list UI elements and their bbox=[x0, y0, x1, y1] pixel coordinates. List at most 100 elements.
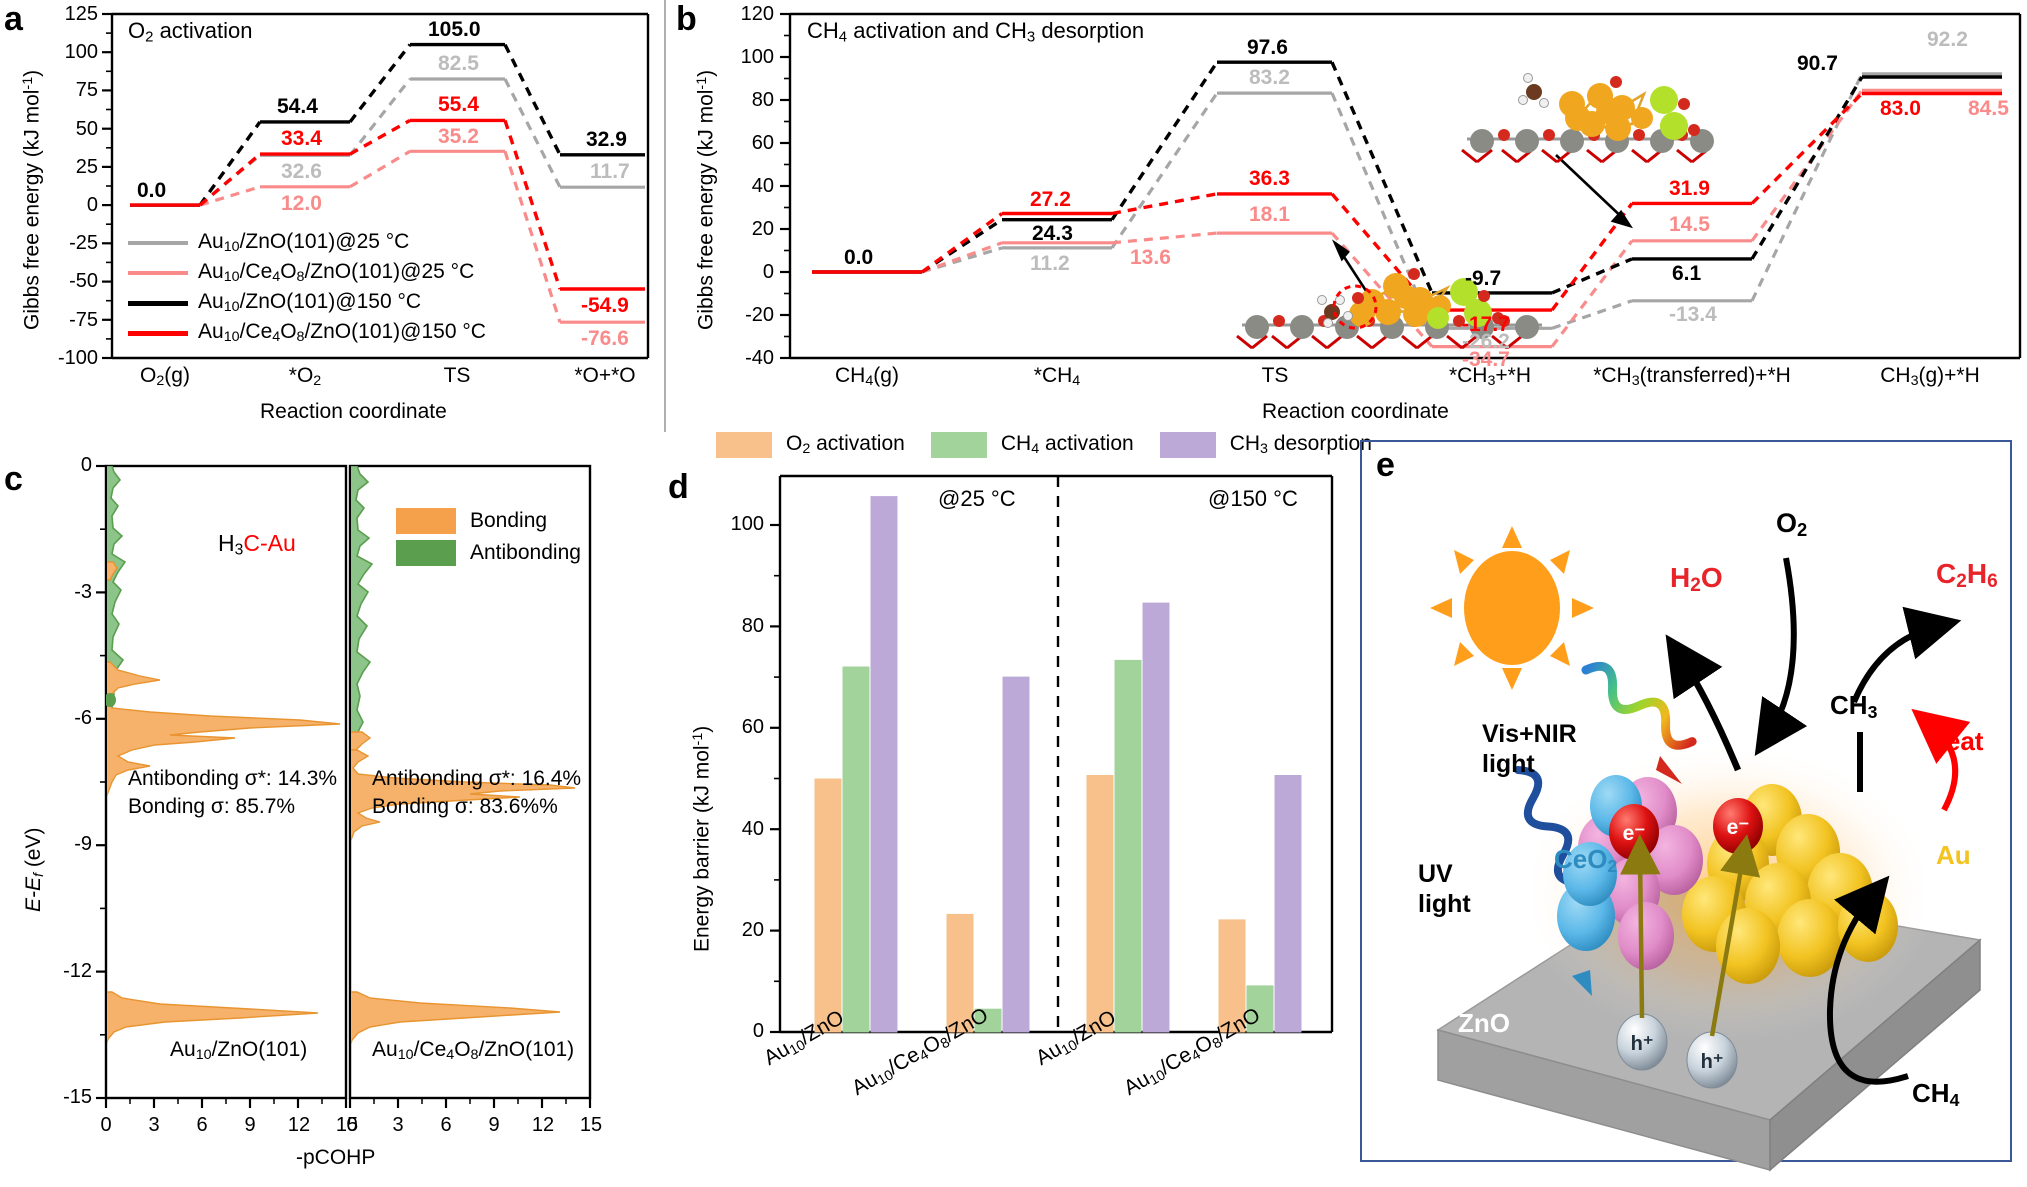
panel-d-group-label-25: @25 °C bbox=[938, 486, 1016, 511]
xtick-c-r1: 3 bbox=[392, 1114, 404, 1136]
xtick-a-2: TS bbox=[443, 364, 471, 387]
xtick-a-0: O2(g) bbox=[140, 364, 190, 390]
legend-swatch-ch3 bbox=[1159, 432, 1216, 458]
bar-ch3-25-auzno bbox=[870, 496, 898, 1033]
panel-c-right-annotation: Antibonding σ*: 16.4% Bonding σ: 83.6%% bbox=[372, 765, 581, 822]
xtick-c-r2: 6 bbox=[440, 1114, 452, 1136]
legend-swatch-ch4 bbox=[930, 432, 987, 458]
xtick-c-l2: 6 bbox=[196, 1114, 208, 1136]
legend-item-0: Au10/ZnO(101)@25 °C bbox=[128, 228, 486, 258]
legend-swatch-gray bbox=[128, 241, 188, 245]
legend-label-ch4: CH4 activation bbox=[1000, 432, 1134, 458]
xtick-c-r5: 15 bbox=[579, 1114, 603, 1136]
panel-a-plot bbox=[102, 12, 650, 360]
h2o-arrow bbox=[1665, 634, 1741, 772]
bar-ch4-150-aucezno bbox=[1246, 985, 1274, 1033]
label-au: Au bbox=[1936, 840, 1971, 870]
bar-ch4-150-auzno bbox=[1114, 659, 1142, 1033]
xtick-c-l1: 3 bbox=[148, 1114, 160, 1136]
cohp-bonding-right-deep bbox=[350, 991, 561, 1048]
panel-e-letter: e bbox=[1376, 446, 1395, 484]
antibonding-pct-left: Antibonding σ*: 14.3% bbox=[128, 767, 338, 790]
heat-arrow bbox=[1911, 708, 1971, 812]
panel-a-xlabel: Reaction coordinate bbox=[260, 400, 447, 423]
legend-label-0: Au10/ZnO(101)@25 °C bbox=[198, 230, 410, 256]
bar-o2-150-aucezno bbox=[1218, 919, 1246, 1033]
legend-label-3: Au10/Ce4O8/ZnO(101)@150 °C bbox=[198, 320, 486, 346]
xtick-c-r0: 0 bbox=[346, 1114, 358, 1136]
c2h6-arrow bbox=[1851, 606, 1962, 704]
panel-c-plot bbox=[96, 464, 592, 1108]
panel-divider-vertical bbox=[664, 0, 666, 432]
panel-d: d O2 activation CH4 activation CH3 desor… bbox=[660, 432, 1372, 1187]
bonding-pct-right: Bonding σ: 83.6%% bbox=[372, 795, 558, 819]
bar-ch3-150-aucezno bbox=[1274, 775, 1302, 1033]
bars-group-25-auceozn bbox=[946, 676, 1030, 1033]
annotation-arrow-right bbox=[1555, 154, 1633, 229]
panel-a-title: O2 activation bbox=[128, 18, 253, 46]
panel-b-plot bbox=[780, 12, 2022, 360]
legend-label-o2: O2 activation bbox=[786, 432, 905, 458]
bar-o2-25-auzno bbox=[814, 778, 842, 1033]
hole-label-2: h⁺ bbox=[1701, 1051, 1724, 1073]
legend-item-1: Au10/Ce4O8/ZnO(101)@25 °C bbox=[128, 258, 486, 288]
panel-a: a Gibbs free energy (kJ mol-1) bbox=[0, 0, 660, 430]
legend-item-3: Au10/Ce4O8/ZnO(101)@150 °C bbox=[128, 318, 486, 348]
xtick-c-r3: 9 bbox=[488, 1114, 500, 1136]
bar-ch3-25-aucezno bbox=[1002, 676, 1030, 1033]
label-ceo2: CeO2 bbox=[1554, 844, 1618, 876]
xtick-b-4: *CH3(transferred)+*H bbox=[1593, 364, 1791, 390]
panel-c-xlabel: -pCOHP bbox=[296, 1146, 376, 1169]
legend-label-bonding: Bonding bbox=[470, 509, 548, 532]
structure-inset-ch4-adsorbed bbox=[1236, 268, 1542, 350]
bar-o2-150-auzno bbox=[1086, 775, 1114, 1033]
panel-d-group-label-150: @150 °C bbox=[1208, 486, 1298, 511]
panel-c-legend: Bonding Antibonding bbox=[396, 505, 581, 569]
panel-e: e bbox=[1340, 440, 2027, 1187]
legend-item-antibonding: Antibonding bbox=[396, 537, 581, 569]
vis-nir-arrowhead bbox=[1656, 756, 1682, 784]
legend-item-bonding: Bonding bbox=[396, 505, 581, 537]
xtick-c-r4: 12 bbox=[531, 1114, 555, 1136]
vis-nir-wave bbox=[1581, 661, 1697, 750]
panel-e-schematic: e⁻ e⁻ h⁺ h⁺ bbox=[1430, 526, 1982, 1172]
legend-swatch-bonding bbox=[396, 508, 456, 534]
panel-c-letter: c bbox=[4, 460, 23, 498]
bar-ch4-25-aucezno bbox=[974, 1008, 1002, 1033]
hole-label-1: h⁺ bbox=[1631, 1033, 1654, 1055]
panel-c-right-system: Au10/Ce4O8/ZnO(101) bbox=[372, 1038, 575, 1064]
label-h2o: H2O bbox=[1670, 562, 1723, 597]
xtick-a-1: *O2 bbox=[288, 364, 322, 390]
label-o2: O2 bbox=[1776, 508, 1808, 541]
cohp-antibonding-right bbox=[350, 466, 374, 743]
antibonding-pct-right: Antibonding σ*: 16.4% bbox=[372, 767, 582, 790]
xtick-c-l5: 15 bbox=[335, 1114, 359, 1136]
panel-b-title: CH4 activation and CH3 desorption bbox=[807, 18, 1145, 46]
label-c2h6: C2H6 bbox=[1936, 558, 1998, 593]
panel-d-plot bbox=[770, 474, 1334, 1034]
xtick-a-3: *O+*O bbox=[574, 364, 636, 387]
cohp-bonding-right-main bbox=[350, 749, 576, 849]
legend-label-ch3: CH3 desorption bbox=[1229, 432, 1372, 458]
bar-ch4-25-auzno bbox=[842, 666, 870, 1033]
label-ch3: CH3 bbox=[1830, 690, 1878, 722]
panel-b-letter: b bbox=[676, 0, 697, 38]
label-zno: ZnO bbox=[1458, 1008, 1510, 1038]
xtick-c-l4: 12 bbox=[287, 1114, 311, 1136]
bar-ch3-150-auzno bbox=[1142, 602, 1170, 1033]
hole-transport-arrow-2 bbox=[1709, 834, 1761, 1037]
bars-group-150-auzn bbox=[1086, 602, 1170, 1033]
panel-c: c E-Ef (eV) bbox=[0, 432, 660, 1187]
legend-swatch-black bbox=[128, 300, 188, 306]
panel-c-left-annotation: Antibonding σ*: 14.3% Bonding σ: 85.7% bbox=[128, 765, 337, 822]
bar-o2-25-aucezno bbox=[946, 913, 974, 1033]
bars-group-150-auceozn bbox=[1218, 775, 1302, 1033]
panel-c-bond-label: H3C-Au bbox=[218, 530, 296, 559]
legend-swatch-pink bbox=[128, 271, 188, 275]
bonding-pct-left: Bonding σ: 85.7% bbox=[128, 795, 296, 819]
xtick-b-0: CH4(g) bbox=[835, 364, 899, 390]
sun-icon bbox=[1430, 526, 1594, 690]
electron-label-2: e⁻ bbox=[1727, 816, 1750, 839]
xtick-c-l3: 9 bbox=[244, 1114, 256, 1136]
cohp-bonding-left bbox=[106, 561, 118, 581]
